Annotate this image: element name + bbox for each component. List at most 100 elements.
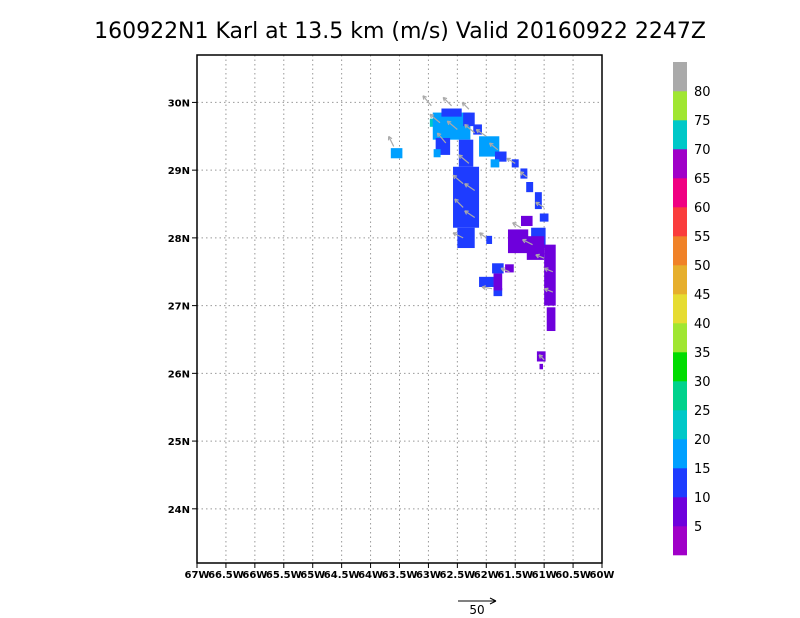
wind-cell	[441, 108, 462, 117]
wind-vector	[512, 222, 522, 229]
wind-cell	[534, 192, 542, 210]
wind-vector	[500, 267, 510, 273]
x-tick-label: 65.5W	[266, 570, 302, 581]
colorbar-label: 70	[694, 143, 711, 158]
wind-vector	[442, 96, 452, 107]
colorbar-label: 5	[694, 520, 702, 535]
colorbar-swatch	[673, 381, 687, 411]
y-tick-label: 29N	[168, 166, 190, 177]
wind-cell	[463, 112, 475, 127]
wind-cell	[521, 215, 533, 227]
x-tick-label: 66W	[242, 570, 267, 581]
colorbar-swatch	[673, 497, 687, 527]
wind-cell	[494, 151, 507, 162]
y-tick-label: 28N	[168, 234, 190, 245]
colorbar-swatch	[673, 120, 687, 150]
wind-vector	[461, 101, 470, 110]
wind-cell	[492, 263, 504, 274]
wind-vector	[422, 95, 432, 107]
plot-area: 67W66.5W66W65.5W65W64.5W64W63.5W63W62.5W…	[168, 54, 615, 581]
colorbar-label: 25	[694, 404, 711, 419]
colorbar-label: 50	[694, 259, 711, 274]
colorbar-label: 60	[694, 201, 711, 216]
colorbar-swatch	[673, 178, 687, 208]
colorbar-swatch	[673, 207, 687, 237]
colorbar-label: 45	[694, 288, 711, 303]
wind-cell	[539, 363, 543, 370]
colorbar-label: 80	[694, 85, 711, 100]
wind-cell	[433, 149, 441, 158]
colorbar-swatch	[673, 410, 687, 440]
colorbar-label: 10	[694, 491, 711, 506]
wind-cell	[546, 307, 556, 332]
wind-vector	[464, 123, 476, 134]
wind-cell	[390, 148, 403, 159]
wind-cell	[458, 139, 474, 167]
wind-cell	[520, 168, 528, 179]
wind-vector	[538, 354, 545, 361]
colorbar-swatch	[673, 149, 687, 179]
x-tick-label: 60W	[590, 570, 615, 581]
wind-vector	[452, 232, 464, 239]
chart-title: 160922N1 Karl at 13.5 km (m/s) Valid 201…	[94, 19, 706, 44]
wind-vector	[475, 128, 487, 137]
plot-frame	[196, 54, 603, 564]
wind-vector	[488, 142, 499, 151]
x-tick-label: 65W	[300, 570, 325, 581]
y-tick-label: 30N	[168, 98, 190, 109]
wind-vector	[543, 267, 554, 273]
wind-cell	[457, 227, 475, 249]
colorbar-label: 40	[694, 317, 711, 332]
colorbar-swatch	[673, 439, 687, 469]
wind-cell	[493, 273, 503, 291]
wind-vector	[387, 135, 395, 147]
reference-arrow-head	[489, 597, 497, 605]
reference-vector-label: 50	[469, 603, 484, 617]
colorbar-swatch	[673, 236, 687, 266]
x-tick-label: 63W	[416, 570, 441, 581]
wind-vector	[543, 287, 554, 293]
wind-vector	[446, 120, 458, 130]
wind-vector	[535, 201, 545, 208]
x-tick-label: 66.5W	[208, 570, 244, 581]
colorbar-swatch	[673, 468, 687, 498]
x-tick-label: 61W	[532, 570, 557, 581]
wind-vector	[458, 154, 470, 164]
colorbar-label: 75	[694, 114, 711, 129]
x-tick-label: 67W	[185, 570, 210, 581]
colorbar-swatch	[673, 91, 687, 121]
y-tick-label: 27N	[168, 302, 190, 313]
colorbar-swatch	[673, 265, 687, 295]
wind-cell	[505, 264, 514, 273]
wind-vector	[479, 232, 487, 239]
wind-cell	[486, 235, 493, 244]
wind-cell	[526, 182, 534, 193]
wind-vector	[506, 157, 516, 164]
colorbar-swatch	[673, 323, 687, 353]
wind-cell	[526, 236, 545, 260]
colorbar-swatch	[673, 526, 687, 556]
x-tick-label: 64.5W	[324, 570, 360, 581]
x-tick-label: 62.5W	[440, 570, 476, 581]
wind-vector	[429, 113, 441, 124]
wind-cell	[479, 276, 494, 287]
reference-vector: 50	[458, 597, 497, 617]
x-tick-label: 60.5W	[555, 570, 591, 581]
colorbar-label: 35	[694, 346, 711, 361]
wind-vector	[519, 171, 528, 178]
colorbar-label: 55	[694, 230, 711, 245]
y-tick-label: 26N	[168, 369, 190, 380]
wind-cell	[490, 159, 500, 168]
colorbar-label: 65	[694, 172, 711, 187]
x-tick-label: 63.5W	[382, 570, 418, 581]
x-tick-label: 62W	[474, 570, 499, 581]
wind-vector	[464, 210, 476, 219]
wind-vector	[452, 174, 464, 185]
y-tick-label: 24N	[168, 505, 190, 516]
colorbar-label: 20	[694, 433, 711, 448]
colorbar-swatch	[673, 62, 687, 92]
wind-vector	[481, 285, 493, 290]
colorbar: 5 10 15 20 25 30 35 40 45 50 55 60 65 70 75 80	[673, 62, 711, 556]
wind-cell	[507, 229, 529, 254]
